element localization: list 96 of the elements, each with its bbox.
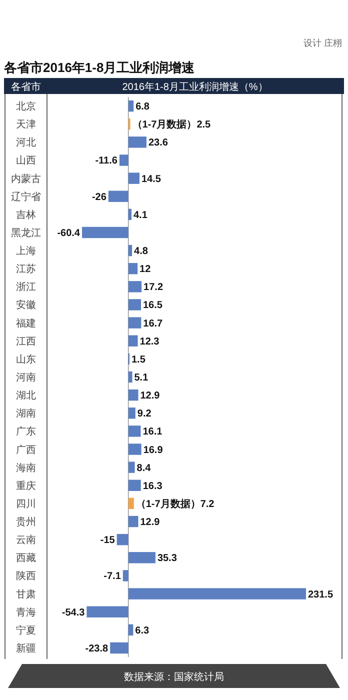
data-label: 23.6	[148, 138, 168, 149]
bar	[128, 299, 142, 310]
data-label: -60.4	[57, 228, 80, 239]
y-tick-label: 四川	[16, 498, 36, 510]
data-label: （1-7月数据）2.5	[132, 118, 212, 131]
bar	[110, 642, 128, 654]
data-label: 4.1	[133, 210, 148, 221]
y-tick-label: 新疆	[16, 642, 36, 654]
bar	[128, 426, 141, 437]
bar	[128, 136, 146, 148]
y-tick-label: 北京	[16, 100, 36, 113]
data-label: -7.1	[104, 571, 122, 582]
y-tick-label: 山西	[16, 154, 36, 167]
bar	[128, 317, 142, 328]
data-label: 14.5	[141, 174, 162, 185]
bar	[128, 462, 135, 473]
x-axis-title: 2016年1-8月工业利润增速（%）	[122, 81, 268, 93]
y-tick-label: 吉林	[16, 208, 36, 221]
y-tick-label: 广西	[16, 444, 36, 456]
bar	[82, 226, 128, 238]
bar	[128, 624, 134, 636]
bar	[128, 244, 132, 256]
y-tick-label: 贵州	[16, 516, 36, 528]
data-label: 6.8	[136, 102, 150, 113]
data-label: 8.4	[136, 462, 152, 474]
y-tick-label: 江苏	[16, 263, 36, 276]
y-tick-label: 辽宁省	[11, 190, 41, 203]
y-tick-label: 甘肃	[16, 588, 36, 600]
data-label: -11.6	[95, 156, 118, 167]
bar	[128, 498, 134, 510]
y-axis-title: 各省市	[11, 81, 41, 93]
y-tick-label: 湖南	[16, 408, 36, 420]
data-label: （1-7月数据）7.2	[136, 498, 215, 510]
y-tick-label: 天津	[16, 118, 36, 131]
data-label: 12	[140, 264, 152, 276]
data-label: -23.8	[85, 643, 109, 654]
y-tick-label: 上海	[16, 245, 36, 258]
data-label: 12.3	[140, 336, 160, 348]
bar	[128, 516, 138, 528]
data-label: 35.3	[157, 553, 178, 564]
y-tick-label: 湖北	[16, 390, 36, 402]
data-label: 5.1	[134, 372, 149, 384]
bar	[128, 552, 156, 564]
bar	[116, 534, 128, 546]
bar	[128, 100, 134, 112]
data-label: 6.3	[135, 625, 150, 636]
data-label: 16.5	[143, 300, 163, 312]
y-tick-label: 福建	[16, 317, 36, 330]
bar	[128, 371, 132, 383]
source-note: 数据来源：国家统计局	[124, 671, 224, 683]
bar	[119, 154, 128, 166]
y-tick-label: 宁夏	[16, 624, 36, 636]
data-label: 16.9	[143, 444, 164, 456]
title: 各省市2016年1-8月工业利润增速	[4, 60, 195, 75]
text: 设计 庄栩	[303, 38, 342, 48]
bar	[128, 208, 132, 220]
data-label: -54.3	[62, 607, 86, 618]
data-label: 16.3	[142, 480, 163, 492]
y-tick-label: 山东	[16, 353, 36, 366]
bar	[128, 588, 306, 600]
data-label: 9.2	[137, 408, 152, 420]
data-label: 12.9	[140, 390, 160, 402]
data-label: 231.5	[308, 589, 334, 600]
y-tick-label: 江西	[16, 335, 36, 348]
bar	[108, 190, 128, 202]
y-tick-label: 河南	[16, 372, 36, 384]
y-tick-label: 浙江	[16, 281, 36, 294]
data-label: 12.9	[140, 517, 160, 528]
y-tick-label: 海南	[16, 462, 36, 474]
y-tick-label: 西藏	[16, 552, 36, 564]
y-tick-label: 重庆	[16, 480, 36, 492]
bar	[86, 606, 128, 618]
bar	[128, 281, 142, 292]
bar	[128, 335, 138, 346]
bar	[122, 570, 128, 582]
data-label: 17.2	[144, 282, 164, 294]
y-tick-label: 陕西	[16, 570, 36, 582]
bar	[128, 389, 138, 401]
data-label: 1.5	[132, 354, 146, 366]
y-tick-label: 云南	[16, 534, 36, 546]
y-tick-label: 安徽	[16, 299, 36, 312]
data-label: -15	[100, 535, 116, 546]
bar	[128, 444, 142, 455]
data-label: 16.7	[143, 318, 164, 330]
y-tick-label: 青海	[16, 606, 36, 618]
data-label: -26	[92, 192, 107, 203]
bar	[128, 172, 140, 184]
bar	[128, 480, 141, 491]
data-label: 16.1	[142, 426, 163, 438]
y-tick-label: 黑龙江	[11, 226, 41, 239]
y-tick-label: 广东	[16, 426, 36, 438]
y-tick-label: 河北	[16, 136, 36, 149]
bar	[128, 408, 136, 419]
data-label: 4.8	[134, 246, 148, 258]
y-tick-label: 内蒙古	[11, 172, 41, 185]
bar	[128, 263, 138, 274]
